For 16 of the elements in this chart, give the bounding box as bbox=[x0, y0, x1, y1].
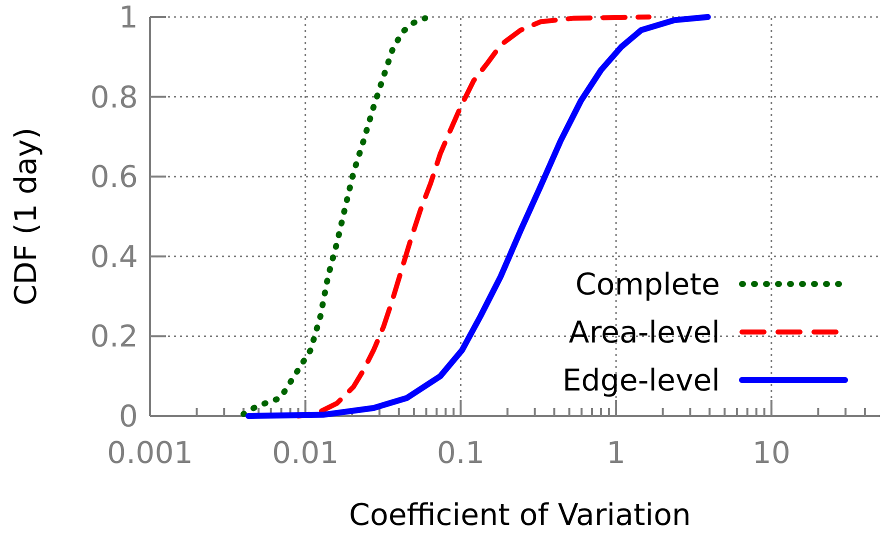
legend-label: Area-level bbox=[568, 316, 720, 350]
x-tick-label: 1 bbox=[606, 436, 626, 471]
x-tick-label: 10 bbox=[752, 436, 791, 471]
y-tick-label: 0.2 bbox=[90, 320, 138, 355]
x-tick-label: 0.01 bbox=[272, 436, 339, 471]
y-tick-label: 0.4 bbox=[90, 240, 138, 275]
y-tick-label: 1 bbox=[118, 0, 138, 36]
y-tick-label: 0.8 bbox=[90, 80, 138, 116]
y-tick-label: 0.6 bbox=[90, 160, 138, 196]
y-axis-title: CDF (1 day) bbox=[9, 127, 44, 306]
x-tick-label: 0.1 bbox=[436, 436, 485, 471]
legend-label: Complete bbox=[575, 268, 720, 302]
legend-label: Edge-level bbox=[562, 364, 720, 398]
y-tick-label: 0 bbox=[118, 400, 138, 434]
x-axis-title: Coefficient of Variation bbox=[349, 498, 691, 533]
x-tick-label: 0.001 bbox=[107, 436, 193, 471]
